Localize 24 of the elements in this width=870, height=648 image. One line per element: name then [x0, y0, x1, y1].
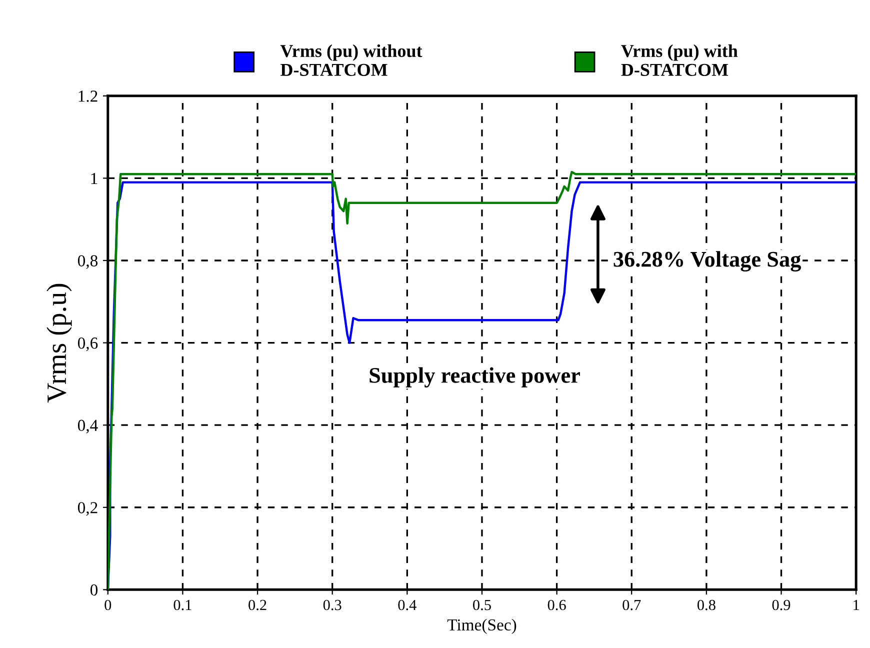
y-tick-label: 0,8 — [78, 255, 98, 269]
annotation: Supply reactive power — [370, 367, 580, 388]
y-tick-label: 0,2 — [78, 502, 98, 516]
x-tick-label: 0.3 — [323, 600, 342, 610]
x-tick-label: 0.8 — [697, 600, 716, 610]
x-axis-title: Time(Sec) — [447, 618, 516, 634]
y-tick-label: 0 — [90, 584, 98, 596]
x-tick-label: 0.5 — [473, 600, 491, 610]
y-tick-label: 0,6 — [78, 337, 98, 352]
y-tick-label: 1 — [91, 172, 98, 184]
y-tick-label: 0,4 — [78, 420, 98, 434]
legend-label: Vrms (pu) without D-STATCOM — [280, 44, 422, 76]
x-tick-label: 0.4 — [398, 600, 416, 610]
x-tick-label: 0.6 — [548, 600, 566, 610]
x-tick-label: 0 — [104, 600, 112, 610]
x-tick-label: 1 — [854, 600, 859, 610]
x-tick-label: 0.1 — [174, 600, 192, 610]
y-tick-label: 1.2 — [78, 90, 98, 102]
annotation: 36.28% Voltage Sag — [614, 251, 802, 272]
x-tick-label: 0.7 — [622, 600, 641, 610]
y-axis-title: Vrms (p.u) — [46, 284, 72, 403]
legend-label: Vrms (pu) with D-STATCOM — [621, 44, 738, 76]
x-tick-label: 0.2 — [248, 600, 266, 610]
x-tick-label: 0.9 — [772, 600, 790, 610]
